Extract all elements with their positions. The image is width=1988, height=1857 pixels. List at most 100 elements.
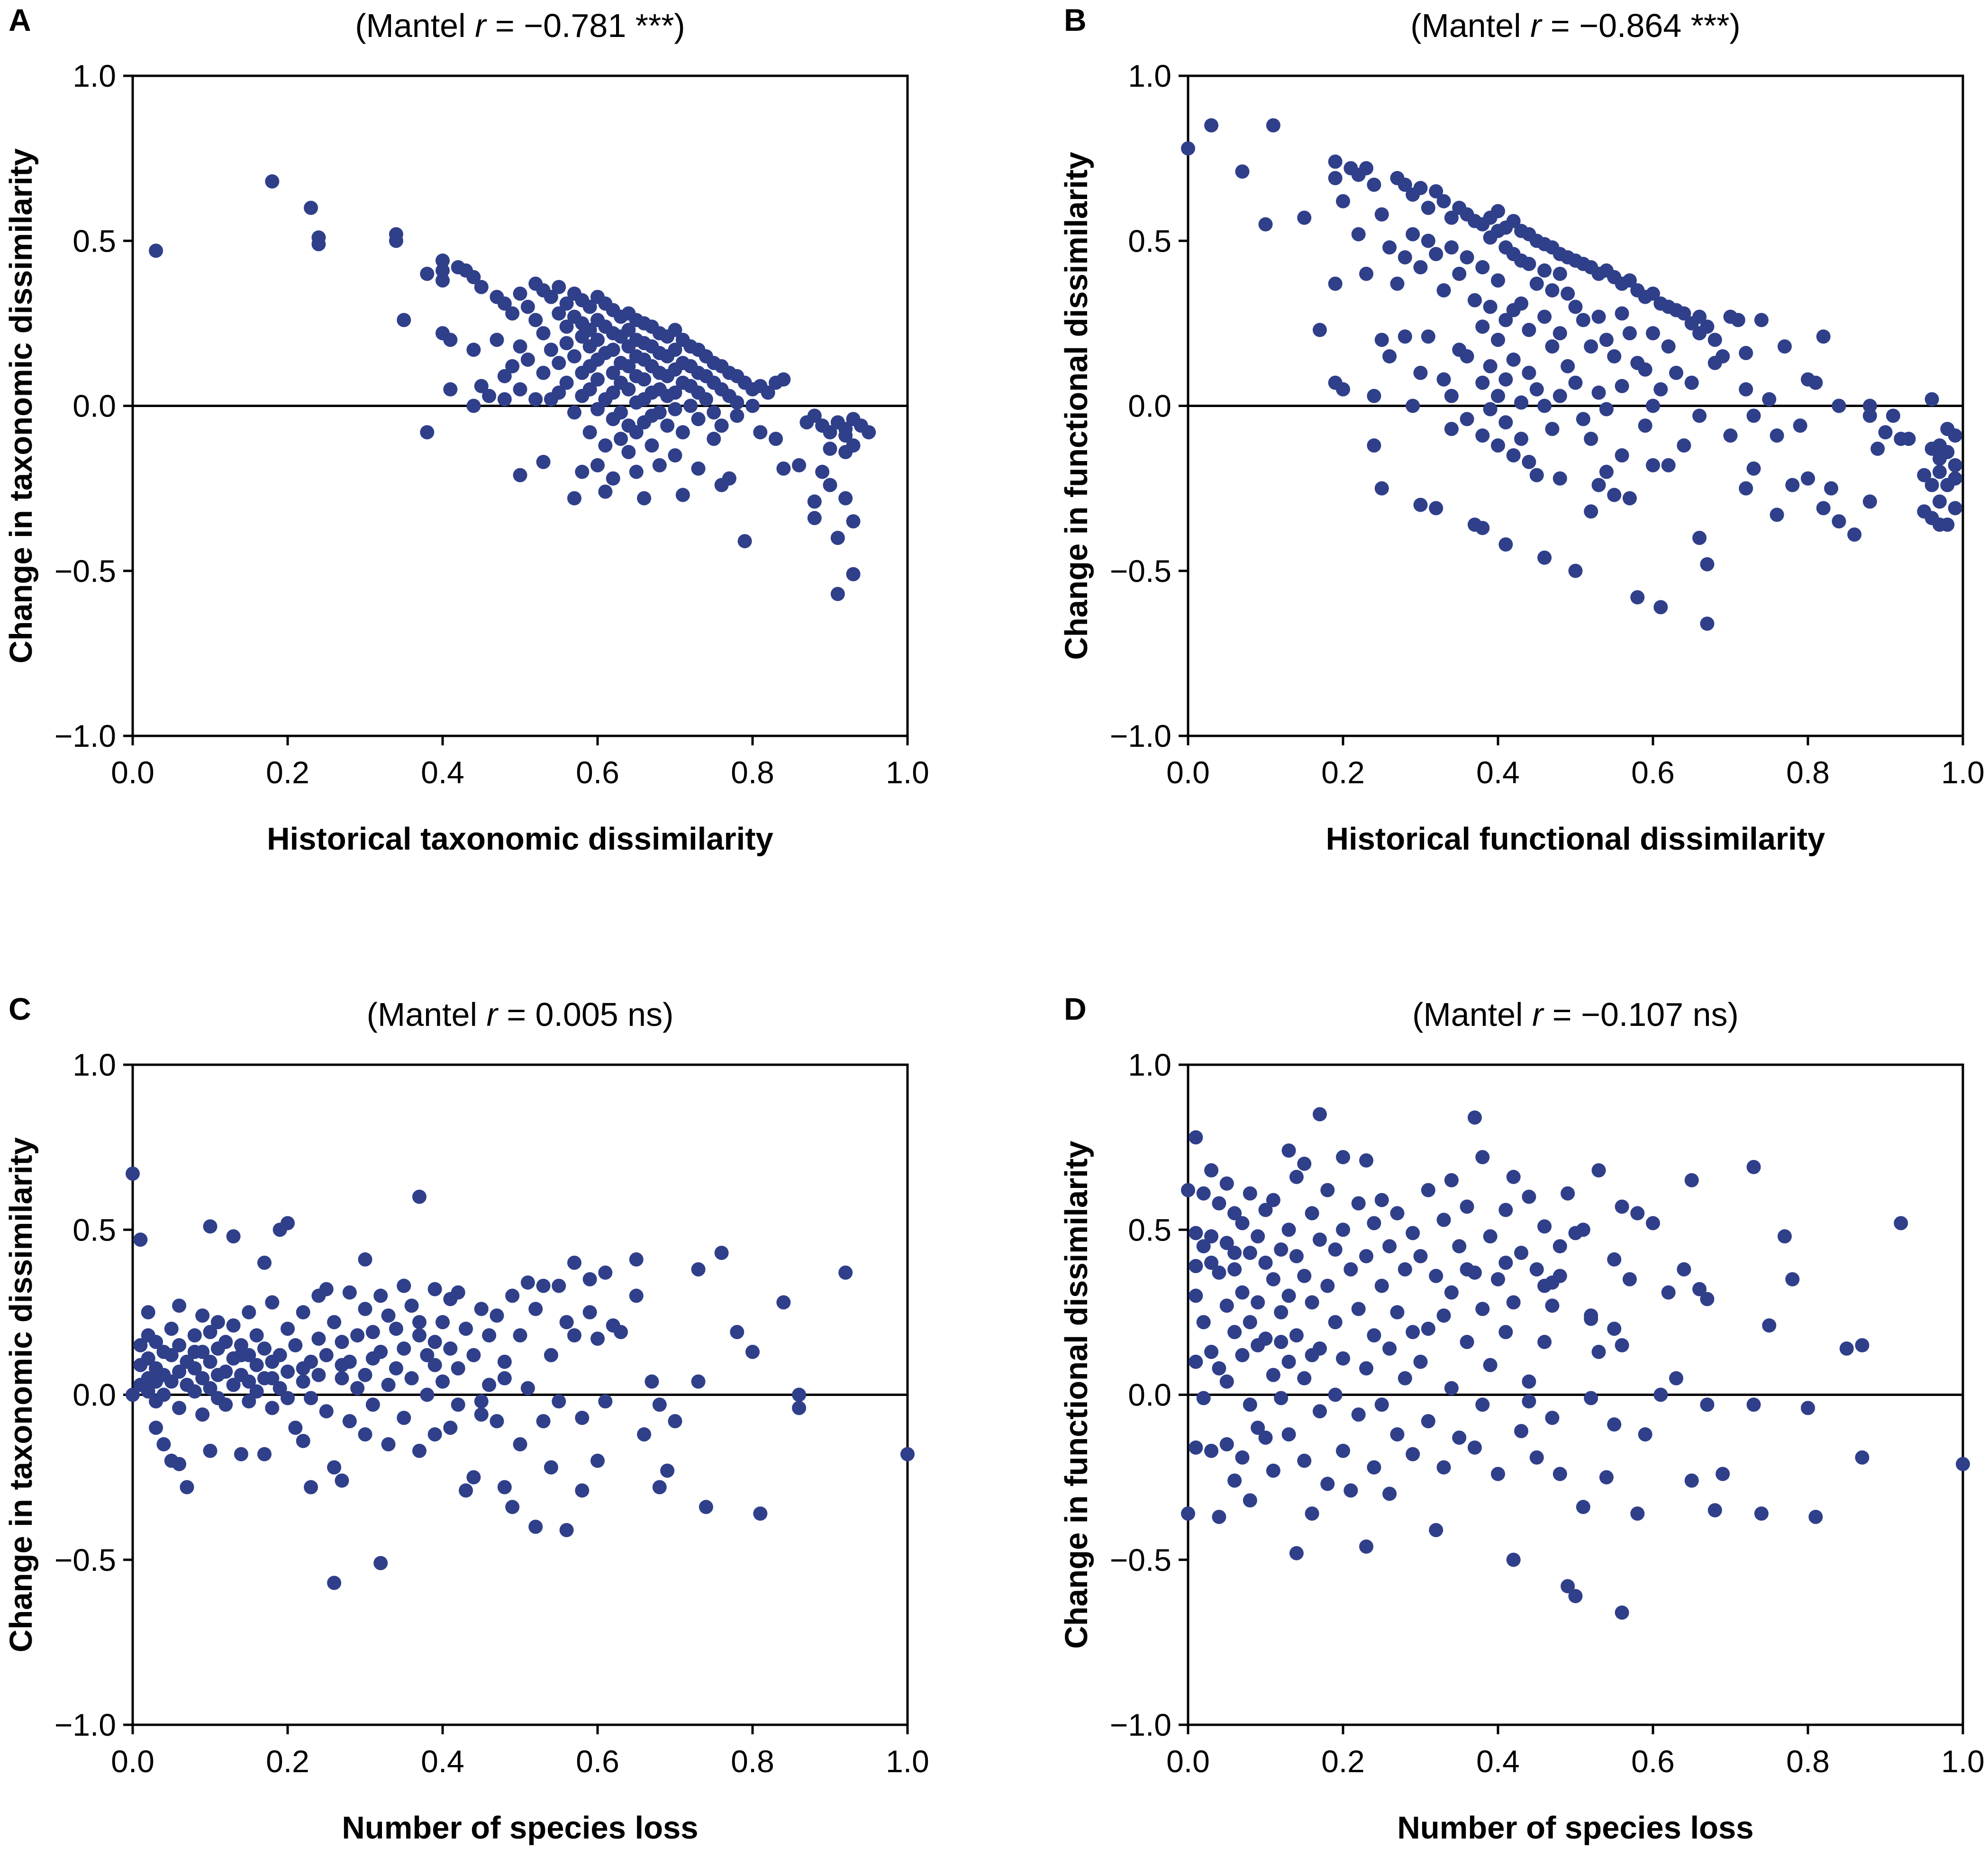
data-point — [1692, 408, 1707, 423]
data-point — [218, 1364, 233, 1379]
data-point — [1599, 402, 1614, 417]
data-point — [830, 587, 845, 601]
data-point — [234, 1338, 248, 1353]
data-point — [1266, 118, 1280, 133]
data-point — [1297, 210, 1312, 225]
data-point — [1514, 296, 1529, 311]
data-point — [218, 1397, 233, 1412]
data-point — [1421, 329, 1435, 344]
data-point — [249, 1328, 264, 1343]
data-point — [1281, 1143, 1296, 1158]
data-point — [1622, 491, 1637, 506]
data-point — [1862, 399, 1877, 413]
data-point — [226, 1318, 241, 1333]
data-point — [1398, 1262, 1412, 1277]
data-point — [559, 296, 574, 311]
data-point — [1707, 1503, 1722, 1518]
data-point — [1498, 1325, 1513, 1340]
y-tick-label: 0.0 — [1128, 1377, 1171, 1413]
data-point — [1181, 141, 1195, 156]
data-point — [1646, 286, 1660, 301]
data-point — [862, 425, 876, 440]
title-suffix: = 0.005 ns) — [498, 996, 674, 1033]
data-point — [1413, 1354, 1428, 1369]
data-point — [1615, 379, 1629, 393]
data-point — [1545, 1411, 1560, 1425]
data-point — [180, 1480, 194, 1495]
data-point — [1266, 1368, 1280, 1382]
data-point — [590, 333, 605, 347]
data-point — [691, 412, 706, 426]
title-suffix: = −0.781 ***) — [486, 7, 685, 44]
data-point — [1545, 1275, 1560, 1290]
data-point — [652, 458, 667, 472]
data-point — [1584, 432, 1598, 446]
data-point — [141, 1384, 155, 1399]
data-point — [1506, 352, 1521, 367]
data-point — [203, 1325, 218, 1340]
data-point — [474, 379, 489, 393]
data-point — [614, 1325, 628, 1340]
data-point — [1281, 1354, 1296, 1369]
data-point — [1529, 468, 1544, 482]
data-point — [505, 359, 520, 373]
data-point — [1746, 461, 1761, 476]
data-point — [714, 1246, 729, 1260]
data-point — [1568, 375, 1583, 390]
data-point — [1305, 1506, 1319, 1521]
data-point — [1529, 1450, 1544, 1465]
data-point — [1684, 1473, 1699, 1488]
data-point — [668, 1414, 682, 1429]
data-point — [172, 1457, 187, 1471]
data-point — [1483, 299, 1498, 314]
data-point — [218, 1335, 233, 1350]
data-point — [327, 1460, 342, 1475]
data-point — [1390, 1305, 1405, 1320]
data-point — [1537, 309, 1552, 324]
data-point — [1785, 1272, 1800, 1286]
data-point — [474, 1407, 489, 1422]
data-point — [792, 1401, 807, 1415]
data-point — [497, 392, 512, 407]
data-point — [1219, 1437, 1234, 1451]
data-point — [203, 1354, 218, 1369]
data-point — [1413, 181, 1428, 195]
data-point — [126, 1387, 140, 1402]
data-point — [1498, 372, 1513, 387]
data-point — [582, 299, 597, 314]
data-point — [552, 385, 566, 400]
data-point — [1382, 1486, 1397, 1501]
data-point — [1258, 1203, 1273, 1217]
data-point — [707, 432, 721, 446]
data-point — [1297, 1453, 1312, 1468]
data-point — [668, 402, 682, 417]
data-point — [1522, 365, 1536, 380]
data-point — [582, 323, 597, 337]
data-point — [761, 385, 775, 400]
y-tick-label: −0.5 — [54, 553, 116, 589]
data-point — [730, 408, 744, 423]
data-point — [722, 471, 736, 486]
data-point — [1436, 283, 1451, 298]
title-r: r — [1530, 7, 1543, 44]
data-point — [552, 1278, 566, 1293]
y-tick-label: −0.5 — [54, 1542, 116, 1577]
x-tick-label: 0.2 — [1321, 755, 1365, 790]
data-point — [699, 392, 713, 407]
data-point — [606, 343, 620, 357]
data-point — [590, 1332, 605, 1346]
data-point — [304, 1480, 318, 1495]
data-point — [730, 395, 744, 410]
data-point — [1483, 1358, 1498, 1372]
data-point — [420, 266, 435, 281]
chart-title: (Mantel r = 0.005 ns) — [367, 996, 674, 1033]
data-point — [520, 299, 535, 314]
data-point — [1374, 333, 1389, 347]
data-point — [1491, 438, 1505, 453]
data-point — [598, 438, 613, 453]
data-point — [226, 1377, 241, 1392]
data-point — [1522, 257, 1536, 272]
y-tick-label: 0.0 — [73, 389, 116, 424]
data-point — [1739, 481, 1753, 496]
data-point — [1638, 362, 1652, 377]
